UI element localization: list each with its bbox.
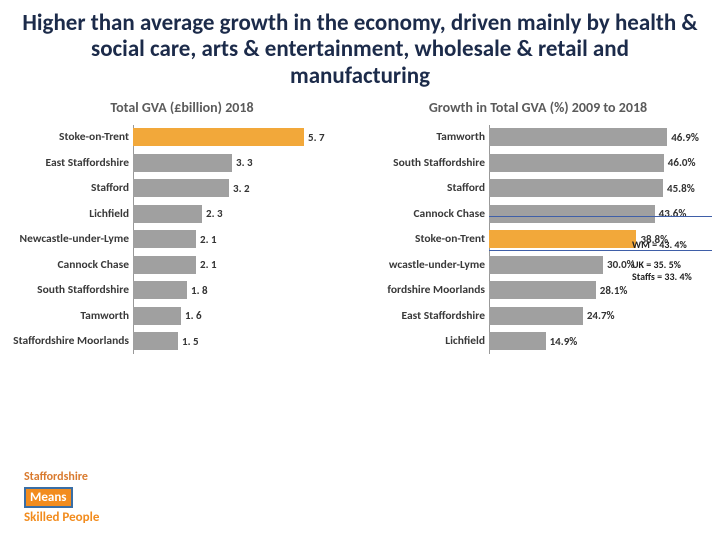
bar-label: Tamworth: [8, 309, 133, 323]
bar: [489, 281, 596, 299]
bar: [133, 256, 196, 274]
bar: [133, 281, 187, 299]
bar-value: 24.7%: [587, 309, 615, 322]
bar: [133, 307, 181, 325]
bar-value: 2. 1: [200, 258, 217, 271]
bar: [489, 128, 667, 146]
charts-container: Total GVA (£billion) 2018 Stoke-on-Trent…: [0, 95, 720, 354]
bar-row: Staffordshire Moorlands 1. 5: [8, 328, 356, 354]
bar-value: 28.1%: [600, 284, 628, 297]
bar: [133, 332, 178, 350]
chart-left-title: Total GVA (£billion) 2018: [8, 99, 356, 116]
bar-value: 3. 2: [233, 182, 250, 195]
bar-value: 3. 3: [236, 156, 253, 169]
bar-track: 14.9%: [489, 332, 712, 350]
bar-value: 30.0%: [607, 258, 635, 271]
bar-value: 1. 6: [185, 309, 202, 322]
bar-row: Cannock Chase 43.6%: [364, 201, 712, 227]
bar-track: 2. 3: [133, 205, 356, 223]
logo-line2: Means: [24, 487, 73, 509]
bar-label: fordshire Moorlands: [364, 283, 489, 297]
bar: [489, 332, 546, 350]
bar-track: 46.9%: [489, 128, 712, 146]
chart-growth-gva: Growth in Total GVA (%) 2009 to 2018 Tam…: [364, 99, 712, 354]
bar-value: 2. 1: [200, 233, 217, 246]
bar-track: 1. 6: [133, 307, 356, 325]
bar-track: 1. 8: [133, 281, 356, 299]
bar: [133, 154, 232, 172]
bar-track: 2. 1: [133, 256, 356, 274]
bar-track: 2. 1: [133, 230, 356, 248]
chart-total-gva: Total GVA (£billion) 2018 Stoke-on-Trent…: [8, 99, 356, 354]
bar-value: 45.8%: [667, 182, 695, 195]
bar-row: Lichfield 2. 3: [8, 201, 356, 227]
bar-track: 45.8%: [489, 179, 712, 197]
bar-value: 1. 8: [191, 284, 208, 297]
bar-value: 43.6%: [659, 207, 687, 220]
bar-track: 5. 7: [133, 128, 356, 146]
bar: [489, 205, 655, 223]
bar-row: East Staffordshire 24.7%: [364, 303, 712, 329]
bar: [489, 154, 664, 172]
bar-row: South Staffordshire 1. 8: [8, 277, 356, 303]
bar: [489, 256, 603, 274]
bar-row: South Staffordshire 46.0%: [364, 150, 712, 176]
bar-track: 3. 2: [133, 179, 356, 197]
bar-label: Lichfield: [364, 334, 489, 348]
bar-track: 24.7%: [489, 307, 712, 325]
chart-right-title: Growth in Total GVA (%) 2009 to 2018: [364, 99, 712, 116]
bar-label: South Staffordshire: [8, 283, 133, 297]
bar-row: Lichfield 14.9%: [364, 328, 712, 354]
bar-value: 1. 5: [182, 335, 199, 348]
bar-value: 46.9%: [671, 131, 699, 144]
bar-row: Cannock Chase 2. 1: [8, 252, 356, 278]
bar: [133, 205, 202, 223]
bar-label: East Staffordshire: [8, 156, 133, 170]
bar-row: Stafford 3. 2: [8, 175, 356, 201]
bar-label: Tamworth: [364, 130, 489, 144]
bar-label: Cannock Chase: [364, 207, 489, 221]
logo-line1: Staffordshire: [24, 470, 134, 484]
bar-label: Stoke-on-Trent: [8, 130, 133, 144]
bar-label: Lichfield: [8, 207, 133, 221]
bar-row: Tamworth 46.9%: [364, 124, 712, 150]
bar-value: 14.9%: [550, 335, 578, 348]
page-title: Higher than average growth in the econom…: [0, 0, 720, 95]
annotation-text: WM = 43. 4%: [632, 238, 687, 251]
bar-label: Stafford: [364, 181, 489, 195]
bar-value: 5. 7: [308, 131, 325, 144]
bar: [133, 179, 229, 197]
bar-row: East Staffordshire 3. 3: [8, 150, 356, 176]
bar: [489, 307, 583, 325]
bar-value: 2. 3: [206, 207, 223, 220]
bar-label: South Staffordshire: [364, 156, 489, 170]
bar-label: East Staffordshire: [364, 309, 489, 323]
bar-track: 46.0%: [489, 154, 712, 172]
bar: [489, 179, 663, 197]
bar-row: Newcastle-under-Lyme 2. 1: [8, 226, 356, 252]
bar: [133, 128, 304, 146]
bar-row: Stafford 45.8%: [364, 175, 712, 201]
bar-row: Tamworth 1. 6: [8, 303, 356, 329]
bar-label: wcastle-under-Lyme: [364, 258, 489, 272]
bar-label: Stafford: [8, 181, 133, 195]
bar-label: Staffordshire Moorlands: [8, 334, 133, 348]
bar-label: Cannock Chase: [8, 258, 133, 272]
bar-label: Newcastle-under-Lyme: [8, 232, 133, 246]
bar: [133, 230, 196, 248]
bar-label: Stoke-on-Trent: [364, 232, 489, 246]
bar-track: 28.1%: [489, 281, 712, 299]
bar-row: Stoke-on-Trent 5. 7: [8, 124, 356, 150]
bar-value: 46.0%: [668, 156, 696, 169]
logo-line3: Skilled People: [24, 510, 134, 526]
annotation-text: Staffs = 33. 4%: [632, 270, 692, 283]
bar: [489, 230, 636, 248]
bar-track: 3. 3: [133, 154, 356, 172]
bar-track: 43.6%: [489, 205, 712, 223]
reference-line: [489, 216, 712, 217]
logo-staffordshire: Staffordshire Means Skilled People: [24, 470, 134, 526]
bar-track: 1. 5: [133, 332, 356, 350]
